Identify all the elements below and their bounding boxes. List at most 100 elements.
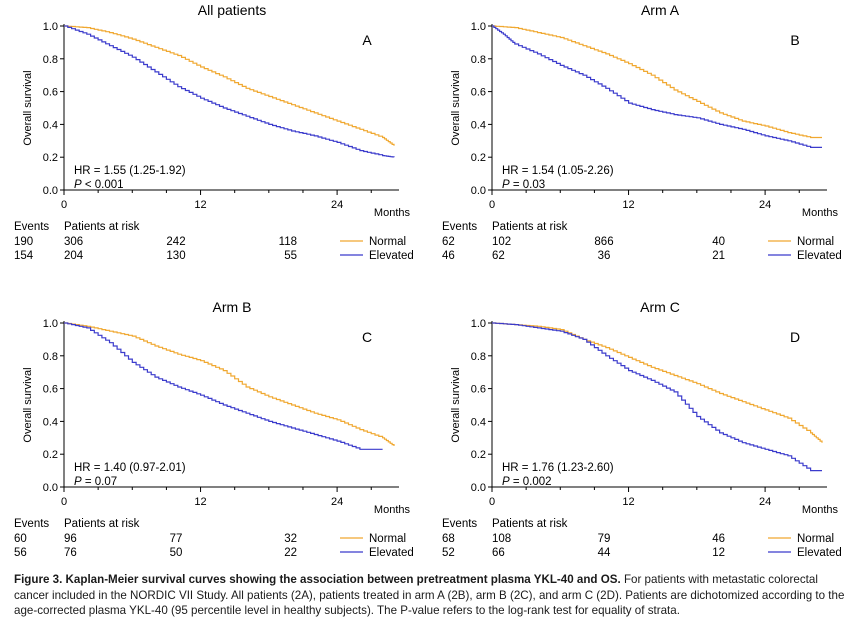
p-value-label: P = 0.07 <box>74 476 117 488</box>
y-tick-label: 0.4 <box>43 119 58 131</box>
chart-panel-d: Arm C D 0.0 0.2 0.4 0.6 0.8 1.0 0 12 24 Months Overa… <box>442 299 842 559</box>
legend-label-elevated: Elevated <box>369 547 414 559</box>
y-tick-label: 0.6 <box>471 384 486 396</box>
y-tick-label: 0.8 <box>43 351 58 363</box>
events-count-normal: 62 <box>442 236 455 248</box>
survival-curve-elevated <box>492 322 822 472</box>
x-tick-label: 0 <box>489 496 495 508</box>
p-value-label: P = 0.002 <box>502 476 552 488</box>
caption-body: For patients with metastatic colorectal … <box>14 573 845 617</box>
y-tick-label: 0.0 <box>43 482 58 494</box>
y-tick-label: 0.8 <box>43 54 58 66</box>
panel-letter: B <box>790 32 799 48</box>
at-risk-header: Patients at risk <box>492 221 568 233</box>
chart-panel-b: Arm A B 0.0 0.2 0.4 0.6 0.8 1.0 0 12 24 Months Overa… <box>442 2 842 262</box>
y-tick-label: 0.6 <box>471 87 486 99</box>
y-axis-label: Overall survival <box>450 70 462 145</box>
legend-label-normal: Normal <box>797 533 834 545</box>
at-risk-value: 102 <box>492 236 511 248</box>
legend-label-normal: Normal <box>797 236 834 248</box>
survival-curve-elevated <box>64 322 383 450</box>
at-risk-header: Patients at risk <box>64 518 140 530</box>
y-tick-label: 0.2 <box>43 449 58 461</box>
x-axis-label: Months <box>802 207 839 219</box>
at-risk-value: 96 <box>64 533 77 545</box>
chart-panel-c: Arm B C 0.0 0.2 0.4 0.6 0.8 1.0 0 12 24 Months Overa… <box>14 299 414 559</box>
events-count-elevated: 154 <box>14 250 34 262</box>
panel-letter: D <box>790 329 800 345</box>
legend-label-normal: Normal <box>369 236 406 248</box>
p-value-number: < 0.001 <box>82 179 124 191</box>
events-header: Events <box>442 518 477 530</box>
x-tick-label: 12 <box>194 496 206 508</box>
at-risk-value: 22 <box>284 547 297 559</box>
at-risk-value: 204 <box>64 250 84 262</box>
x-axis-label: Months <box>374 504 411 516</box>
at-risk-value: 36 <box>598 250 611 262</box>
y-tick-label: 1.0 <box>471 318 486 330</box>
panel-letter: A <box>362 32 372 48</box>
y-tick-label: 0.0 <box>471 482 486 494</box>
y-tick-label: 0.2 <box>471 449 486 461</box>
caption-lead: Figure 3. Kaplan-Meier survival curves s… <box>14 573 621 586</box>
legend-label-elevated: Elevated <box>797 547 842 559</box>
p-value-symbol: P <box>74 179 82 191</box>
x-tick-label: 24 <box>331 199 343 211</box>
events-count-elevated: 52 <box>442 547 455 559</box>
y-tick-label: 0.4 <box>43 416 58 428</box>
chart-title: Arm A <box>641 2 680 18</box>
figure-caption: Figure 3. Kaplan-Meier survival curves s… <box>14 572 850 619</box>
at-risk-value: 40 <box>712 236 725 248</box>
p-value-symbol: P <box>74 476 82 488</box>
y-tick-label: 0.6 <box>43 384 58 396</box>
y-axis-label: Overall survival <box>22 367 34 442</box>
legend-label-elevated: Elevated <box>797 250 842 262</box>
at-risk-value: 306 <box>64 236 83 248</box>
p-value-label: P < 0.001 <box>74 179 124 191</box>
x-axis-label: Months <box>374 207 411 219</box>
survival-curve-elevated <box>64 25 395 158</box>
x-tick-label: 12 <box>622 496 634 508</box>
y-tick-label: 0.8 <box>471 351 486 363</box>
at-risk-value: 130 <box>166 250 185 262</box>
at-risk-value: 32 <box>284 533 297 545</box>
y-tick-label: 0.2 <box>43 152 58 164</box>
p-value-number: = 0.07 <box>82 476 118 488</box>
survival-curve-normal <box>64 25 395 146</box>
p-value-number: = 0.002 <box>510 476 552 488</box>
survival-curve-normal <box>64 322 395 446</box>
at-risk-value: 44 <box>598 547 611 559</box>
x-tick-label: 24 <box>759 199 771 211</box>
chart-panel-a: All patients A 0.0 0.2 0.4 0.6 0.8 1.0 0 12 24 Mont… <box>14 2 414 262</box>
y-tick-label: 1.0 <box>43 318 58 330</box>
at-risk-value: 108 <box>492 533 511 545</box>
events-header: Events <box>442 221 477 233</box>
events-header: Events <box>14 518 49 530</box>
at-risk-value: 66 <box>492 547 505 559</box>
survival-curve-normal <box>492 25 822 139</box>
chart-title: All patients <box>198 2 266 18</box>
at-risk-value: 12 <box>712 547 725 559</box>
y-tick-label: 0.8 <box>471 54 486 66</box>
hazard-ratio-label: HR = 1.76 (1.23-2.60) <box>502 462 614 474</box>
at-risk-value: 21 <box>712 250 725 262</box>
at-risk-header: Patients at risk <box>492 518 568 530</box>
y-tick-label: 0.4 <box>471 416 486 428</box>
events-header: Events <box>14 221 49 233</box>
at-risk-value: 46 <box>712 533 725 545</box>
chart-title: Arm B <box>213 299 252 315</box>
at-risk-value: 242 <box>166 236 185 248</box>
at-risk-value: 76 <box>64 547 77 559</box>
x-tick-label: 24 <box>331 496 343 508</box>
x-tick-label: 0 <box>489 199 495 211</box>
survival-curve-elevated <box>492 25 822 148</box>
at-risk-value: 118 <box>279 236 297 248</box>
y-tick-label: 0.2 <box>471 152 486 164</box>
hazard-ratio-label: HR = 1.40 (0.97-2.01) <box>74 462 186 474</box>
chart-title: Arm C <box>640 299 680 315</box>
at-risk-value: 79 <box>598 533 611 545</box>
y-axis-label: Overall survival <box>22 70 34 145</box>
y-axis-label: Overall survival <box>450 367 462 442</box>
hazard-ratio-label: HR = 1.54 (1.05-2.26) <box>502 165 614 177</box>
events-count-normal: 60 <box>14 533 27 545</box>
